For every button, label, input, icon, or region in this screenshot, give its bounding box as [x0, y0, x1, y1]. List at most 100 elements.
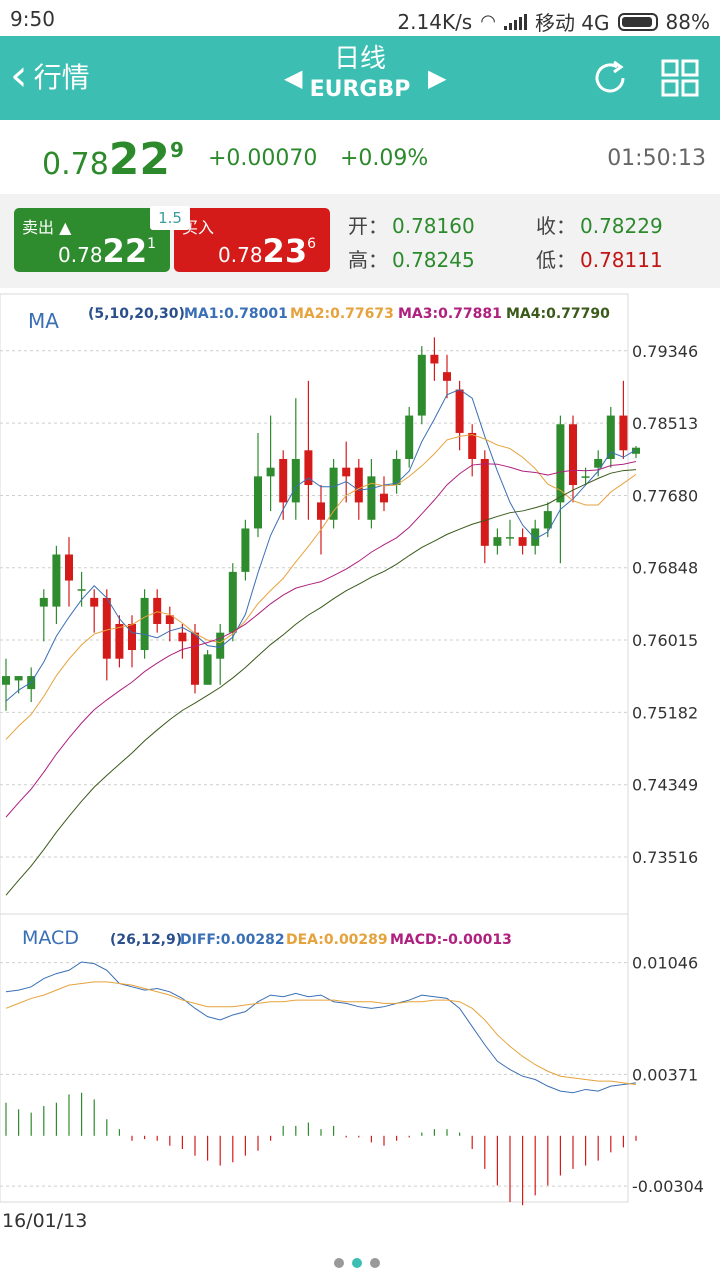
- back-label: 行情: [33, 61, 90, 94]
- status-bar: 9:50 2.14K/s ◠ 移动 4G 88%: [0, 0, 720, 36]
- candle-body: [354, 467, 363, 503]
- low-label: 低：: [536, 248, 576, 272]
- candle-body: [606, 415, 615, 459]
- candle-body: [102, 597, 111, 659]
- open-stat: 开： 0.78160: [348, 210, 475, 239]
- candle-body: [480, 458, 489, 546]
- network-speed: 2.14K/s: [397, 9, 473, 34]
- ma10-line: [5, 434, 637, 740]
- dea-line: [5, 981, 637, 1085]
- wifi-icon: ◠: [480, 11, 496, 32]
- price-part2: 22: [108, 134, 171, 185]
- ma1-legend: MA1:0.78001: [184, 306, 288, 322]
- high-value: 0.78245: [392, 248, 475, 272]
- y-tick-label: 0.75182: [632, 703, 698, 722]
- sell-price-part2: 22: [102, 232, 148, 270]
- candle-body: [417, 354, 426, 416]
- carrier-label: 移动 4G: [534, 11, 610, 35]
- y-tick-label: 0.79346: [632, 342, 698, 361]
- high-label: 高：: [348, 248, 388, 272]
- macd-y-tick-label: 0.01046: [632, 954, 698, 973]
- prev-period-icon[interactable]: ◀: [284, 64, 303, 92]
- symbol-label: EURGBP: [309, 77, 411, 102]
- candle-body: [203, 654, 212, 685]
- sell-button[interactable]: 卖出 ▲ 0.78221: [14, 208, 170, 272]
- y-tick-label: 0.74349: [632, 776, 698, 795]
- buy-label: 买入: [182, 218, 215, 237]
- candle-body: [304, 450, 313, 486]
- price-bar: 0.78229 +0.00070 +0.09% 01:50:13: [0, 120, 720, 194]
- candle-body: [493, 537, 502, 546]
- app-header: ‹ 行情 ◀ 日线 EURGBP ▶: [0, 36, 720, 120]
- candle-body: [380, 493, 388, 503]
- candle-body: [329, 467, 338, 520]
- dea-legend: DEA:0.00289: [286, 932, 388, 948]
- candle-body: [291, 458, 300, 503]
- ma-params: (5,10,20,30): [88, 306, 185, 322]
- candle-body: [254, 476, 262, 529]
- ma5-line: [5, 388, 637, 702]
- y-tick-label: 0.76015: [632, 631, 698, 650]
- open-label: 开：: [348, 214, 388, 238]
- candles-group: [2, 337, 640, 711]
- chart-area[interactable]: 0.79346 0.78513 0.77680 0.76848 0.76015 0.751…: [0, 288, 720, 1218]
- page-dot-3[interactable]: [370, 1258, 380, 1268]
- candle-body: [128, 623, 136, 651]
- y-tick-label: 0.78513: [632, 414, 698, 433]
- ma3-legend: MA3:0.77881: [398, 306, 502, 322]
- start-date-label: 16/01/13: [2, 1210, 88, 1232]
- kline-chart[interactable]: 0.79346 0.78513 0.77680 0.76848 0.76015 0.751…: [0, 288, 720, 1218]
- trade-bar: 卖出 ▲ 0.78221 买入 0.78236 1.5 开： 0.78160 收：…: [0, 194, 720, 288]
- buy-price-part1: 0.78: [218, 243, 263, 267]
- ma-title: MA: [28, 309, 59, 333]
- candle-body: [266, 467, 275, 477]
- candle-body: [342, 467, 351, 477]
- candle-body: [531, 528, 540, 546]
- candle-body: [443, 372, 451, 381]
- buy-button[interactable]: 买入 0.78236: [174, 208, 330, 272]
- page-indicator[interactable]: [334, 1258, 380, 1268]
- candle-body: [77, 589, 86, 591]
- ma30-line: [5, 469, 637, 896]
- y-tick-label: 0.76848: [632, 559, 698, 578]
- candle-body: [543, 511, 552, 529]
- buy-price: 0.78236: [218, 232, 316, 270]
- candle-body: [241, 528, 250, 572]
- period-label: 日线: [333, 44, 386, 74]
- candle-body: [430, 354, 439, 364]
- candle-body: [506, 537, 514, 539]
- next-period-icon[interactable]: ▶: [428, 64, 447, 92]
- low-stat: 低： 0.78111: [536, 244, 663, 273]
- candle-body: [153, 597, 162, 624]
- macd-y-tick-label: 0.00371: [632, 1065, 698, 1084]
- open-value: 0.78160: [392, 214, 475, 238]
- candle-body: [178, 632, 187, 642]
- back-button[interactable]: ‹ 行情: [10, 54, 90, 98]
- high-stat: 高： 0.78245: [348, 244, 475, 273]
- spread-badge: 1.5: [150, 206, 190, 230]
- price-part3: 9: [170, 138, 184, 162]
- candle-body: [518, 537, 527, 546]
- candle-body: [594, 458, 603, 468]
- page-dot-1[interactable]: [334, 1258, 344, 1268]
- status-right: 2.14K/s ◠ 移动 4G 88%: [397, 7, 710, 36]
- grid-menu-icon[interactable]: [660, 58, 700, 98]
- candle-body: [14, 676, 23, 681]
- refresh-icon[interactable]: [590, 58, 630, 98]
- close-value: 0.78229: [580, 214, 663, 238]
- sell-price-part3: 1: [147, 236, 156, 252]
- candle-body: [556, 424, 565, 503]
- page-dot-2[interactable]: [352, 1258, 362, 1268]
- main-grid: 0.79346 0.78513 0.77680 0.76848 0.76015 0.751…: [0, 342, 698, 867]
- candle-body: [632, 447, 640, 454]
- candle-body: [455, 389, 464, 433]
- ma20-line: [5, 460, 637, 818]
- candle-body: [115, 623, 124, 659]
- y-tick-label: 0.73516: [632, 848, 698, 867]
- candle-body: [90, 597, 99, 607]
- ma4-legend: MA4:0.77790: [506, 306, 610, 322]
- candle-body: [619, 415, 628, 451]
- candle-body: [165, 615, 174, 624]
- candle-body: [140, 597, 149, 651]
- macd-title: MACD: [22, 927, 79, 949]
